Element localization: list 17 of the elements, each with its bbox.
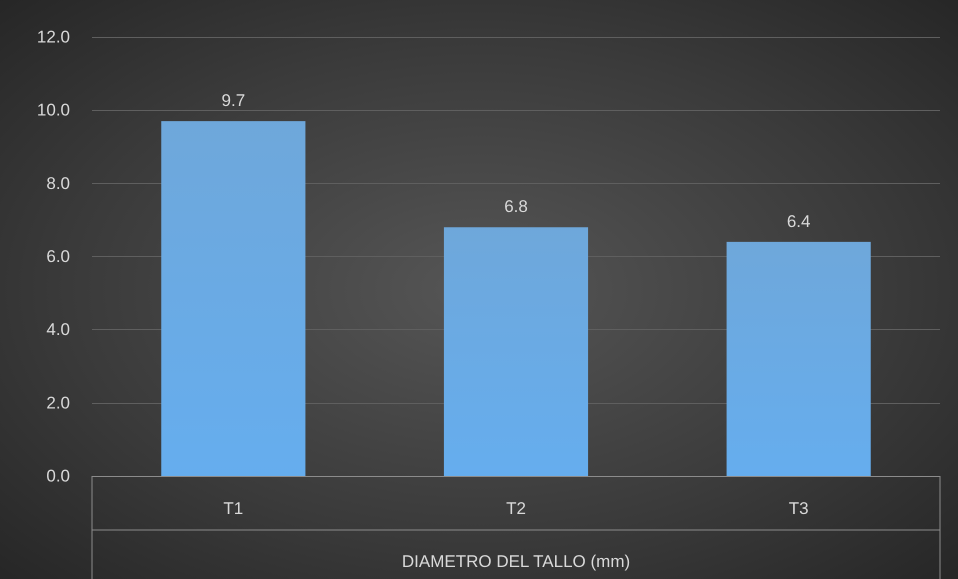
y-tick-label: 12.0: [36, 28, 70, 46]
y-tick-label: 10.0: [36, 100, 70, 120]
x-tick-label: T1: [223, 499, 244, 518]
y-tick-label: 4.0: [46, 320, 70, 340]
bar: [444, 227, 588, 476]
bar: [161, 121, 306, 476]
x-tick-label: T3: [788, 499, 809, 518]
x-tick-label: T2: [506, 499, 526, 518]
data-label: 6.4: [786, 212, 810, 231]
data-label: 6.8: [504, 197, 528, 216]
bar: [726, 242, 871, 476]
x-axis-title: DIAMETRO DEL TALLO (mm): [402, 552, 630, 571]
y-tick-label: 2.0: [46, 393, 70, 412]
y-tick-label: 6.0: [46, 247, 70, 266]
data-label: 9.7: [222, 91, 246, 110]
y-tick-label: 8.0: [46, 174, 70, 193]
y-tick-label: 0.0: [46, 466, 70, 486]
